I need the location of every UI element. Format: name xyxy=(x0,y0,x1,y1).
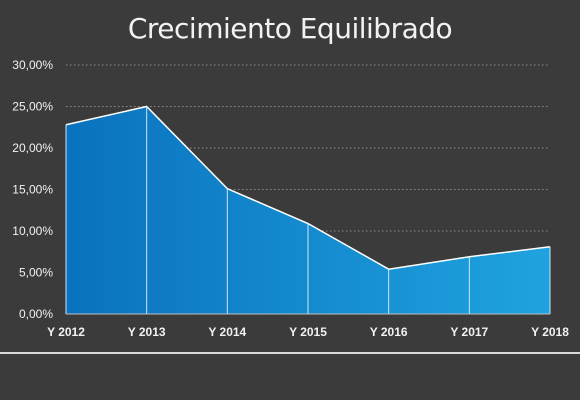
y-tick-label: 25,00% xyxy=(12,100,53,114)
bottom-divider xyxy=(0,352,580,354)
area-series xyxy=(66,106,550,314)
y-tick-label: 10,00% xyxy=(12,224,53,238)
x-tick-label: Y 2012 xyxy=(47,325,85,339)
x-tick-label: Y 2016 xyxy=(370,325,408,339)
y-tick-label: 5,00% xyxy=(19,266,53,280)
y-tick-label: 15,00% xyxy=(12,183,53,197)
y-tick-label: 30,00% xyxy=(12,58,53,72)
y-tick-label: 0,00% xyxy=(19,307,53,321)
x-tick-label: Y 2015 xyxy=(289,325,327,339)
x-tick-label: Y 2013 xyxy=(128,325,166,339)
x-tick-label: Y 2017 xyxy=(450,325,488,339)
y-tick-label: 20,00% xyxy=(12,141,53,155)
x-tick-label: Y 2014 xyxy=(208,325,246,339)
chart-title: Crecimiento Equilibrado xyxy=(127,12,453,45)
x-tick-label: Y 2018 xyxy=(531,325,569,339)
